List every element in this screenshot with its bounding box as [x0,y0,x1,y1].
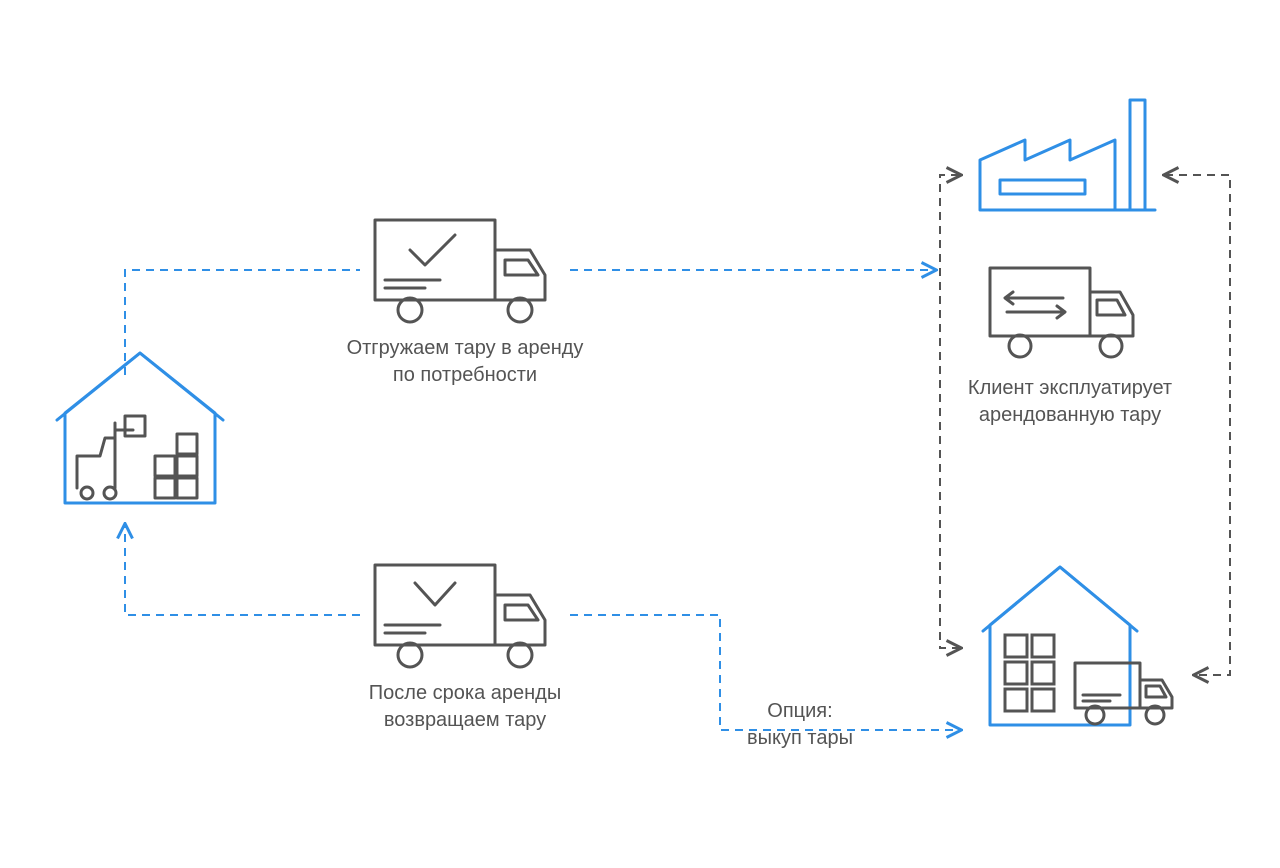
client-building-icon [980,555,1185,735]
label-return: После срока аренды возвращаем тару [350,680,580,734]
warehouse-icon [55,338,225,508]
edge-return-to-warehouse [125,525,360,615]
label-client-uses: Клиент эксплуатирует арендованную тару [955,375,1185,429]
factory-icon [970,90,1160,220]
label-deliver: Отгружаем тару в аренду по потребности [335,335,595,389]
truck-deliver-icon [370,210,560,330]
label-buyout: Опция: выкуп тары [735,698,865,752]
truck-exchange-icon [985,260,1145,365]
rental-flow-diagram: Отгружаем тару в аренду по потребности К… [0,0,1280,868]
truck-return-icon [370,555,560,675]
